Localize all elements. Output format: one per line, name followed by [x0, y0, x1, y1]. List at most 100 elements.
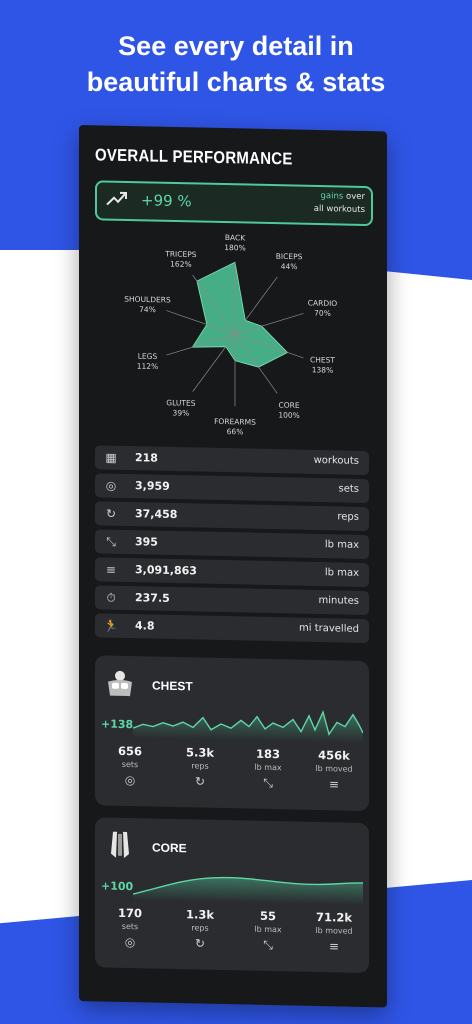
timer-icon: ⏱: [106, 590, 116, 605]
stat-row-lb-max: ⤡ 395 lb max: [95, 529, 369, 560]
radar-label-glutes: GLUTES: [166, 398, 195, 408]
radar-axis-shoulders: [166, 310, 236, 335]
core-metric-sets: 170 sets ◎: [95, 905, 165, 949]
stat-label: lb max: [324, 567, 359, 579]
stat-row-reps: ↻ 37,458 reps: [95, 501, 369, 532]
volume-icon: ≡: [328, 777, 340, 792]
stat-value: 37,458: [135, 507, 178, 522]
chest-card[interactable]: CHEST +138 656 sets ◎ 5.3k reps ↻: [95, 655, 369, 812]
max-icon: ⤡: [106, 534, 116, 549]
stat-label: workouts: [313, 454, 359, 467]
chest-metric-reps: 5.3k reps ↻: [165, 745, 235, 789]
overall-gain-box: +99 % gains over all workouts: [95, 180, 373, 227]
overall-gain-label: gains over all workouts: [314, 190, 365, 217]
gain-label-all-workouts: all workouts: [313, 203, 365, 215]
metric-label: lb max: [254, 762, 282, 773]
metric-value: 1.3k: [185, 907, 215, 922]
metric-value: 183: [255, 746, 280, 762]
stat-row-minutes: ⏱ 237.5 minutes: [95, 585, 369, 616]
stat-label: lb max: [324, 539, 359, 551]
radar-label-cardio: CARDIO: [308, 298, 338, 308]
performance-panel: OVERALL PERFORMANCE +99 % gains over all…: [79, 125, 387, 1008]
core-muscle-icon: [111, 831, 129, 858]
stat-label: sets: [338, 483, 360, 495]
core-sparkline: [133, 876, 363, 905]
trend-up-icon: [106, 191, 127, 206]
radar-value-triceps: 162%: [170, 260, 191, 269]
metric-value: 656: [117, 743, 142, 759]
metric-label: lb moved: [315, 925, 353, 936]
run-icon: 🏃: [103, 618, 119, 633]
metric-label: lb moved: [315, 763, 353, 774]
stat-label: minutes: [318, 595, 359, 607]
radar-value-biceps: 44%: [281, 262, 298, 271]
core-card[interactable]: CORE +100 170 sets ◎ 1.3k reps ↻: [95, 817, 369, 974]
sets-icon: ◎: [124, 934, 136, 950]
radar-axis-cardio: [234, 313, 304, 335]
chest-metric-sets: 656 sets ◎: [95, 743, 165, 787]
radar-axis-core: [234, 334, 278, 394]
radar-label-forearms: FOREARMS: [214, 417, 256, 427]
stat-row-mi-travelled: 🏃 4.8 mi travelled: [95, 613, 369, 644]
overall-gain-value: +99 %: [141, 191, 192, 211]
radar-value-glutes: 39%: [173, 408, 190, 417]
core-card-title: CORE: [152, 840, 187, 856]
radar-axis-chest: [234, 333, 304, 359]
radar-value-back: 180%: [224, 243, 245, 252]
headline: See every detail in beautiful charts & s…: [0, 28, 472, 100]
metric-value: 5.3k: [185, 745, 215, 760]
metric-label: lb max: [254, 924, 282, 935]
stat-value: 237.5: [135, 591, 170, 605]
radar-value-core: 100%: [278, 411, 299, 420]
radar-label-back: BACK: [225, 233, 246, 242]
radar-value-legs: 112%: [137, 362, 158, 371]
chest-muscle-icon: [108, 670, 132, 697]
sets-icon: ◎: [124, 772, 136, 788]
max-icon: ⤡: [263, 775, 273, 791]
radar-label-shoulders: SHOULDERS: [124, 295, 171, 305]
chest-sparkline: [133, 710, 363, 743]
radar-axis-glutes: [192, 334, 236, 392]
panel-title: OVERALL PERFORMANCE: [95, 145, 293, 169]
sets-icon: ◎: [105, 478, 117, 493]
core-metric-lb-moved: 71.2k lb moved ≡: [299, 910, 369, 954]
core-metrics: 170 sets ◎ 1.3k reps ↻ 55 lb max ⤡ 71.2k…: [95, 905, 369, 971]
radar-shape: [191, 261, 289, 368]
reps-icon: ↻: [194, 774, 206, 789]
radar-label-biceps: BICEPS: [276, 252, 303, 262]
radar-value-chest: 138%: [312, 365, 333, 374]
radar-axis-triceps: [192, 274, 236, 335]
core-metric-reps: 1.3k reps ↻: [165, 907, 235, 951]
chest-metrics: 656 sets ◎ 5.3k reps ↻ 183 lb max ⤡ 456k…: [95, 743, 369, 809]
headline-line-1: See every detail in: [118, 31, 354, 61]
reps-icon: ↻: [194, 936, 206, 951]
metric-value: 55: [259, 908, 276, 924]
radar-value-forearms: 66%: [227, 427, 244, 436]
core-card-delta: +100: [101, 879, 134, 894]
radar-value-shoulders: 74%: [139, 305, 156, 314]
max-icon: ⤡: [263, 937, 273, 953]
metric-label: reps: [191, 761, 209, 771]
stat-row-sets: ◎ 3,959 sets: [95, 473, 369, 504]
chest-metric-lb-moved: 456k lb moved ≡: [299, 748, 369, 792]
gain-label-over: over: [346, 191, 365, 202]
chest-card-delta: +138: [101, 717, 134, 732]
stat-value: 4.8: [135, 619, 155, 633]
core-metric-lb-max: 55 lb max ⤡: [233, 908, 303, 953]
volume-icon: ≡: [328, 939, 340, 954]
radar-axis-biceps: [234, 276, 278, 335]
muscle-radar-chart: BACK180%BICEPS44%CARDIO70%CHEST138%CORE1…: [124, 233, 338, 436]
chest-metric-lb-max: 183 lb max ⤡: [233, 746, 303, 791]
metric-value: 456k: [318, 748, 350, 763]
radar-label-chest: CHEST: [310, 355, 335, 365]
radar-label-triceps: TRICEPS: [164, 249, 196, 259]
stat-label: mi travelled: [299, 622, 359, 635]
stat-value: 218: [135, 451, 158, 465]
stat-value: 395: [135, 535, 158, 549]
stat-value: 3,959: [135, 479, 170, 493]
metric-label: sets: [121, 759, 139, 770]
metric-value: 71.2k: [315, 909, 353, 925]
reps-icon: ↻: [105, 506, 117, 521]
gain-label-highlight: gains: [320, 191, 344, 202]
metric-label: reps: [191, 923, 209, 933]
